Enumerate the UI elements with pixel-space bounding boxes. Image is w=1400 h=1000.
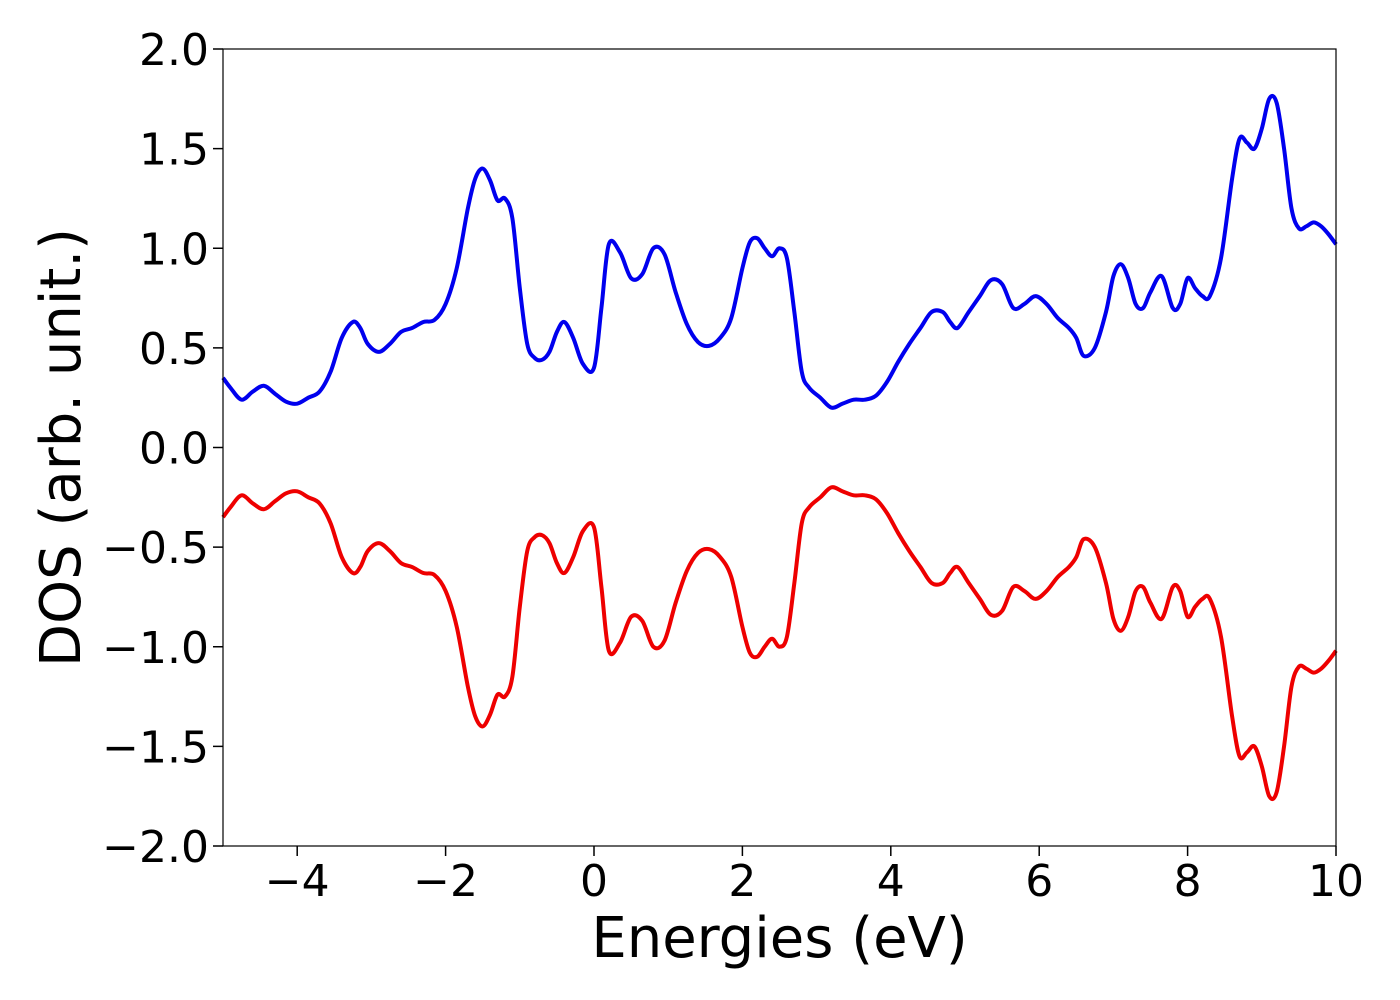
x-tick-label: 8 xyxy=(1174,856,1202,907)
y-ticks: 2.0 1.5 1.0 0.5 0.0 −0.5 −1.0 −1.5 −2.0 xyxy=(102,25,223,873)
y-tick-label: 1.5 xyxy=(139,125,209,176)
series-line-1 xyxy=(221,93,1338,410)
x-ticks: −4 −2 0 2 4 6 8 10 xyxy=(265,846,1364,907)
y-tick-label: 0.5 xyxy=(139,324,209,375)
y-tick-label: 0.0 xyxy=(139,424,209,475)
series-line-2 xyxy=(221,485,1338,802)
plot-frame xyxy=(222,48,1337,847)
x-tick-label: 2 xyxy=(728,856,756,907)
y-axis-label: DOS (arb. unit.) xyxy=(29,228,94,667)
x-tick-label: −2 xyxy=(413,856,478,907)
x-tick-label: 4 xyxy=(877,856,905,907)
x-tick-label: 0 xyxy=(580,856,608,907)
y-tick-label: −2.0 xyxy=(102,822,209,873)
y-tick-label: −1.0 xyxy=(102,623,209,674)
series-layer xyxy=(221,93,1338,802)
x-tick-label: 6 xyxy=(1025,856,1053,907)
y-tick-label: 1.0 xyxy=(139,224,209,275)
y-tick-label: 2.0 xyxy=(139,25,209,76)
y-tick-label: −0.5 xyxy=(102,523,209,574)
x-axis-label: Energies (eV) xyxy=(591,906,967,971)
y-tick-label: −1.5 xyxy=(102,722,209,773)
x-tick-label: 10 xyxy=(1308,856,1364,907)
x-tick-label: −4 xyxy=(265,856,330,907)
